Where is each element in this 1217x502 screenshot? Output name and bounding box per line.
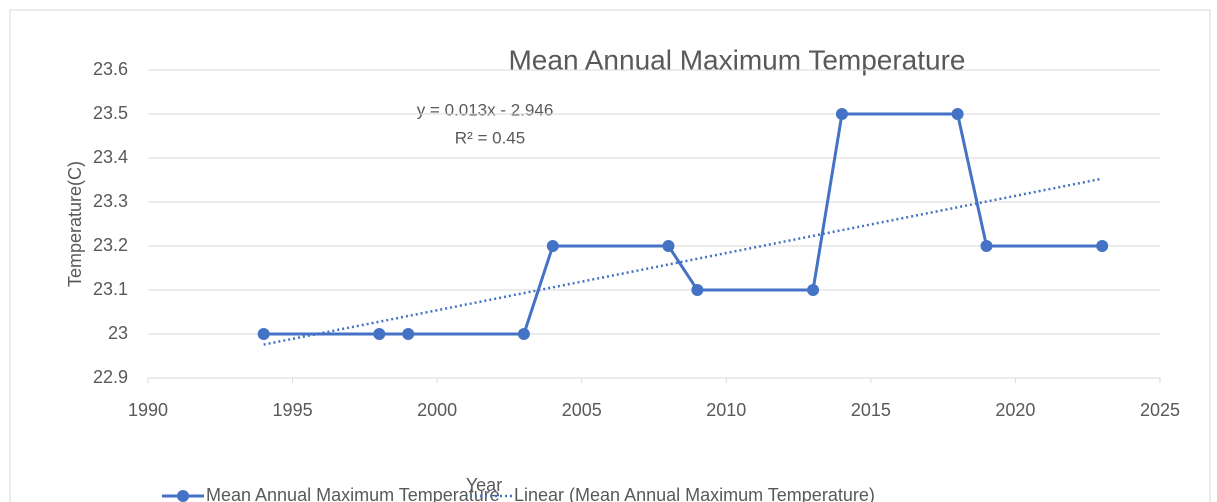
x-tick-label: 2025 — [1140, 400, 1180, 420]
legend-label: Mean Annual Maximum Temperature — [206, 485, 500, 502]
legend-label: Linear (Mean Annual Maximum Temperature) — [514, 485, 875, 502]
marker — [951, 108, 964, 120]
marker — [691, 284, 704, 296]
x-tick-label: 1995 — [273, 400, 313, 420]
marker — [662, 240, 675, 252]
marker — [546, 240, 559, 252]
y-tick-label: 23.6 — [93, 59, 128, 79]
marker — [1096, 240, 1109, 252]
marker — [257, 328, 270, 340]
marker — [807, 284, 820, 296]
y-tick-label: 23.1 — [93, 279, 128, 299]
y-tick-label: 23.4 — [93, 147, 128, 167]
y-tick-label: 23.5 — [93, 103, 128, 123]
marker — [980, 240, 993, 252]
trend-r2: R² = 0.45 — [455, 128, 525, 147]
marker — [517, 328, 530, 340]
x-tick-label: 2000 — [417, 400, 457, 420]
marker — [402, 328, 415, 340]
marker — [835, 108, 848, 120]
y-tick-label: 23 — [108, 323, 128, 343]
legend-marker — [177, 490, 189, 502]
x-tick-label: 2015 — [851, 400, 891, 420]
x-tick-label: 2020 — [995, 400, 1035, 420]
y-tick-label: 23.2 — [93, 235, 128, 255]
y-axis-label: Temperature(C) — [65, 161, 85, 287]
x-tick-label: 1990 — [128, 400, 168, 420]
x-tick-label: 2010 — [706, 400, 746, 420]
y-tick-label: 22.9 — [93, 367, 128, 387]
trend-equation: y = 0.013x - 2.946 — [417, 100, 554, 119]
chart-frame — [9, 9, 1211, 502]
chart-title: Mean Annual Maximum Temperature — [508, 44, 965, 75]
x-axis-label: Year — [466, 475, 502, 495]
x-tick-label: 2005 — [562, 400, 602, 420]
y-tick-label: 23.3 — [93, 191, 128, 211]
marker — [373, 328, 386, 340]
